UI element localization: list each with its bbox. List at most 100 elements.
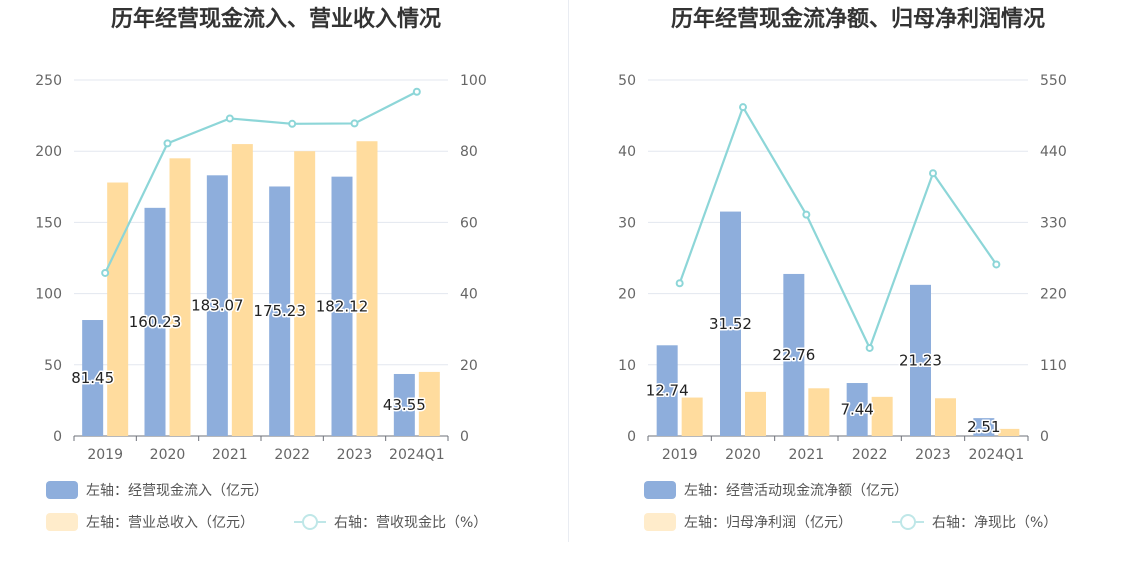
legend-label: 左轴：经营现金流入（亿元） — [86, 483, 268, 499]
chart-panel-cash-inflow: 历年经营现金流入、营业收入情况 0 0 50 20 100 40 150 60 200 80 250 1… — [35, 6, 487, 531]
bar-series-1 — [144, 207, 166, 436]
legend-swatch-bar — [644, 513, 676, 531]
y-left-tick-label: 200 — [35, 144, 62, 160]
bar-series-2 — [418, 371, 440, 436]
legend-swatch-bar — [46, 513, 78, 531]
bar-series-1 — [973, 418, 995, 436]
x-tick-label: 2022 — [852, 447, 888, 463]
y-left-tick-label: 10 — [618, 358, 636, 374]
data-label: 22.76 — [772, 346, 815, 364]
x-tick-label: 2023 — [337, 447, 373, 463]
x-tick-label: 2023 — [915, 447, 951, 463]
line-point — [350, 119, 359, 128]
x-tick-label: 2021 — [212, 447, 248, 463]
line-point — [163, 139, 172, 148]
legend-label: 左轴：经营活动现金流净额（亿元） — [684, 483, 908, 499]
y-left-tick-label: 50 — [618, 73, 636, 89]
bar-series-1 — [656, 345, 678, 436]
legend-swatch-marker — [302, 514, 318, 530]
x-tick-label: 2020 — [150, 447, 186, 463]
y-left-tick-label: 250 — [35, 73, 62, 89]
bar-series-2 — [231, 144, 253, 436]
bar-series-2 — [294, 151, 316, 436]
bar-series-1 — [269, 186, 291, 436]
y-right-tick-label: 330 — [1040, 215, 1067, 231]
data-label: 7.44 — [840, 401, 873, 419]
legend-label: 左轴：营业总收入（亿元） — [86, 515, 254, 531]
data-label: 182.12 — [316, 297, 369, 315]
data-label: 81.45 — [71, 369, 114, 387]
line-series-3 — [104, 90, 418, 274]
bar-series-2 — [808, 388, 830, 436]
legend-swatch-bar — [46, 481, 78, 499]
y-left-tick-label: 0 — [627, 429, 636, 445]
line-series-3 — [678, 104, 998, 351]
y-left-tick-label: 0 — [53, 429, 62, 445]
y-right-tick-label: 110 — [1040, 358, 1067, 374]
bar-series-2 — [871, 396, 893, 436]
chart-title: 历年经营现金流净额、归母净利润情况 — [671, 6, 1045, 32]
x-tick-label: 2019 — [87, 447, 123, 463]
line-point — [992, 260, 1001, 269]
data-label: 183.07 — [191, 297, 244, 315]
y-right-tick-label: 20 — [460, 358, 478, 374]
x-tick-label: 2024Q1 — [389, 447, 445, 463]
legend-label: 右轴：营收现金比（%） — [334, 515, 487, 531]
y-right-tick-label: 550 — [1040, 73, 1067, 89]
y-right-tick-label: 0 — [1040, 429, 1049, 445]
y-left-tick-label: 40 — [618, 144, 636, 160]
bar-series-1 — [720, 211, 741, 436]
bar-series-1 — [393, 373, 415, 436]
y-right-tick-label: 80 — [460, 144, 478, 160]
x-tick-label: 2022 — [274, 447, 310, 463]
data-label: 2.51 — [967, 418, 1000, 436]
x-tick-label: 2024Q1 — [969, 447, 1025, 463]
data-label: 31.52 — [709, 315, 752, 333]
y-left-tick-label: 50 — [44, 358, 62, 374]
data-label: 21.23 — [899, 351, 942, 369]
bar-series-2 — [681, 397, 703, 436]
data-label: 175.23 — [253, 302, 306, 320]
line-point — [288, 119, 297, 128]
bar-series-1 — [910, 284, 931, 436]
bar-series-2 — [356, 141, 378, 436]
panel-divider — [568, 0, 569, 542]
y-left-tick-label: 100 — [35, 287, 62, 303]
legend-label: 右轴：净现比（%） — [932, 515, 1057, 531]
bar-series-2 — [745, 391, 766, 436]
line-point — [412, 87, 421, 96]
bar-series-1 — [846, 383, 868, 436]
chart-panel-net-cash: 历年经营现金流净额、归母净利润情况 0 0 10 110 20 220 30 330 40 440 5… — [570, 0, 1134, 582]
chart-net-cash-profit: 历年经营现金流净额、归母净利润情况 0 0 10 110 20 220 30 330 40 440 5… — [618, 6, 1067, 531]
y-right-tick-label: 40 — [460, 287, 478, 303]
y-right-tick-label: 60 — [460, 215, 478, 231]
data-label: 12.74 — [646, 382, 689, 400]
bar-series-2 — [998, 428, 1020, 436]
line-point — [739, 103, 747, 112]
bar-series-2 — [935, 398, 956, 436]
bar-series-1 — [206, 175, 228, 436]
y-left-tick-label: 20 — [618, 287, 636, 303]
x-tick-label: 2021 — [789, 447, 825, 463]
bar-series-1 — [82, 320, 104, 436]
bar-series-2 — [169, 158, 191, 436]
line-point — [865, 343, 874, 352]
line-point — [101, 268, 110, 277]
bar-series-2 — [107, 182, 129, 436]
y-left-tick-label: 150 — [35, 215, 62, 231]
y-right-tick-label: 440 — [1040, 144, 1067, 160]
data-label: 160.23 — [129, 313, 182, 331]
chart-title: 历年经营现金流入、营业收入情况 — [111, 6, 441, 32]
line-point — [929, 169, 937, 178]
data-label: 43.55 — [383, 396, 426, 414]
y-right-tick-label: 0 — [460, 429, 469, 445]
line-point — [802, 210, 811, 219]
bar-series-1 — [783, 273, 805, 436]
line-point — [225, 114, 234, 123]
line-point — [675, 279, 684, 288]
legend-swatch-marker — [900, 514, 916, 530]
x-tick-label: 2020 — [725, 447, 761, 463]
bar-series-1 — [331, 176, 353, 436]
y-left-tick-label: 30 — [618, 215, 636, 231]
x-tick-label: 2019 — [662, 447, 698, 463]
